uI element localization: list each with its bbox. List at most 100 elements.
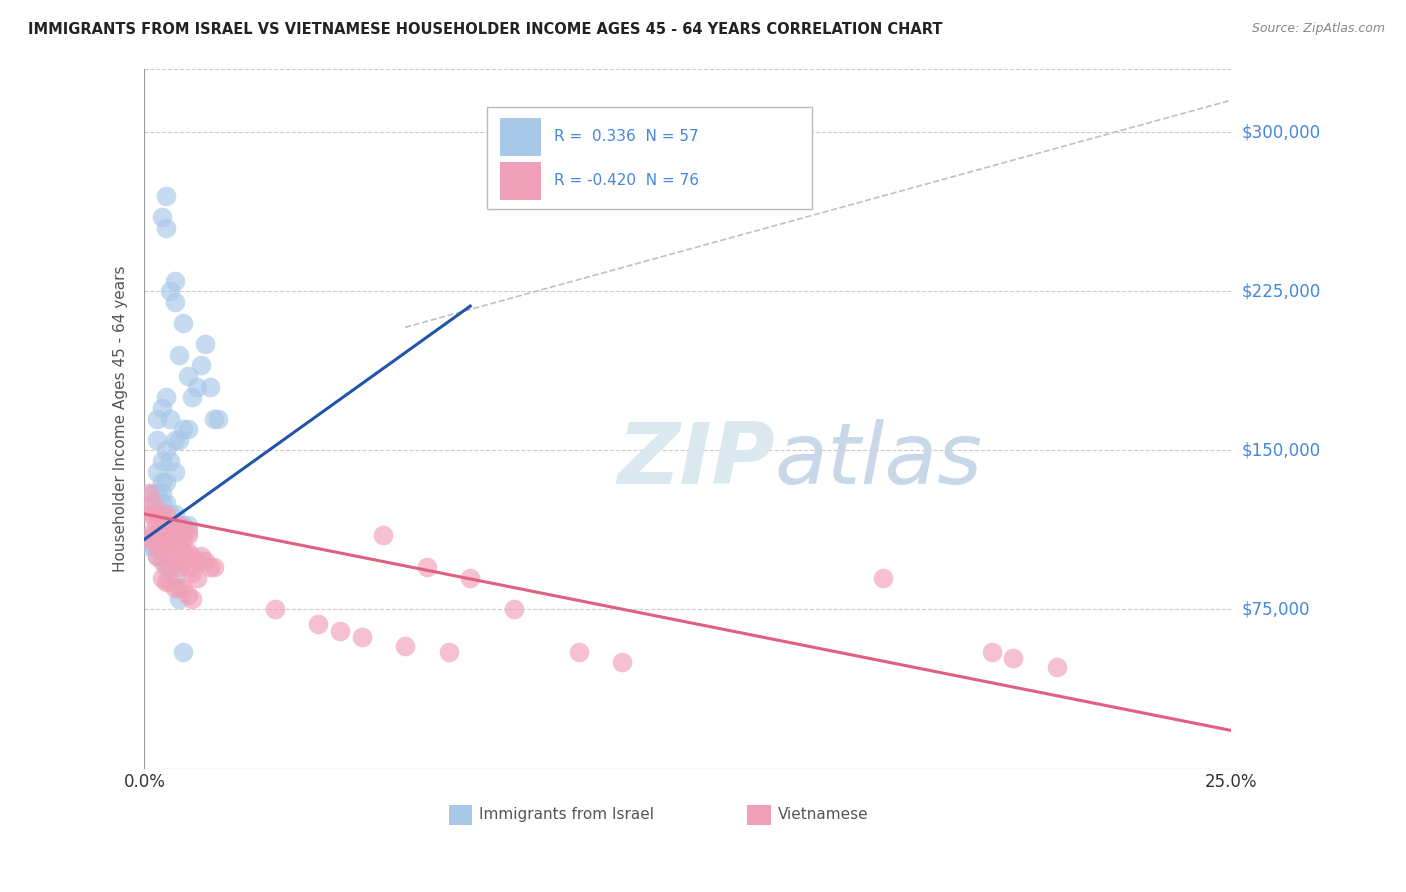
Bar xyxy=(747,805,770,824)
Point xyxy=(163,554,186,568)
Point xyxy=(155,220,177,235)
Text: atlas: atlas xyxy=(775,419,983,502)
Point xyxy=(1002,651,1025,665)
Point xyxy=(307,617,329,632)
Point xyxy=(150,475,173,490)
Point xyxy=(150,496,173,510)
Point xyxy=(146,528,169,542)
Point xyxy=(163,517,186,532)
Point xyxy=(159,507,181,521)
Point xyxy=(146,485,169,500)
Point xyxy=(159,574,181,589)
Point xyxy=(177,528,200,542)
Point xyxy=(150,533,173,547)
Point xyxy=(150,507,173,521)
Bar xyxy=(499,118,541,156)
Point xyxy=(150,517,173,532)
Text: R =  0.336  N = 57: R = 0.336 N = 57 xyxy=(554,129,699,144)
Point xyxy=(416,560,439,574)
Point xyxy=(437,645,460,659)
Point xyxy=(150,554,173,568)
Point xyxy=(150,524,173,538)
Point xyxy=(194,337,217,351)
Point xyxy=(155,390,177,404)
Point xyxy=(202,560,225,574)
Point xyxy=(155,560,177,574)
Bar xyxy=(499,161,541,200)
Point xyxy=(146,549,169,564)
Point xyxy=(329,624,352,638)
Point xyxy=(150,454,173,468)
Point xyxy=(173,524,195,538)
Text: $75,000: $75,000 xyxy=(1241,600,1310,618)
Point xyxy=(150,485,173,500)
Point xyxy=(167,517,190,532)
Bar xyxy=(449,805,472,824)
Text: Immigrants from Israel: Immigrants from Israel xyxy=(479,806,654,822)
Point xyxy=(159,528,181,542)
Text: Source: ZipAtlas.com: Source: ZipAtlas.com xyxy=(1251,22,1385,36)
Point xyxy=(159,560,181,574)
Point xyxy=(146,496,169,510)
Point xyxy=(167,517,190,532)
Point xyxy=(177,517,200,532)
Point xyxy=(167,528,190,542)
Point xyxy=(173,533,195,547)
Point xyxy=(458,571,481,585)
Point xyxy=(612,656,634,670)
Point xyxy=(181,390,204,404)
Point xyxy=(163,465,186,479)
Point xyxy=(373,528,395,542)
Point xyxy=(872,571,894,585)
Point xyxy=(159,517,181,532)
Point xyxy=(155,496,177,510)
Point xyxy=(173,422,195,436)
Point xyxy=(181,591,204,606)
Point xyxy=(142,496,165,510)
Point xyxy=(150,210,173,224)
Point xyxy=(138,539,160,553)
Point xyxy=(142,524,165,538)
Point xyxy=(150,401,173,415)
Point xyxy=(263,602,285,616)
Point xyxy=(159,454,181,468)
Text: $150,000: $150,000 xyxy=(1241,442,1320,459)
Point xyxy=(163,433,186,447)
Point xyxy=(167,348,190,362)
Point xyxy=(194,554,217,568)
Point xyxy=(142,507,165,521)
Point xyxy=(155,539,177,553)
Point xyxy=(155,528,177,542)
Point xyxy=(146,517,169,532)
Point xyxy=(177,560,200,574)
Point xyxy=(198,560,221,574)
Point xyxy=(186,380,208,394)
Point xyxy=(163,507,186,521)
Point xyxy=(142,485,165,500)
Point xyxy=(202,411,225,425)
Point xyxy=(138,507,160,521)
Point xyxy=(159,560,181,574)
Point xyxy=(163,539,186,553)
Point xyxy=(142,496,165,510)
Point xyxy=(146,549,169,564)
Point xyxy=(502,602,524,616)
Point xyxy=(155,507,177,521)
FancyBboxPatch shape xyxy=(486,107,813,209)
Text: ZIP: ZIP xyxy=(617,419,775,502)
Text: R = -0.420  N = 76: R = -0.420 N = 76 xyxy=(554,173,699,188)
Point xyxy=(177,369,200,384)
Y-axis label: Householder Income Ages 45 - 64 years: Householder Income Ages 45 - 64 years xyxy=(114,265,128,572)
Point xyxy=(142,533,165,547)
Point xyxy=(173,545,195,559)
Point xyxy=(167,591,190,606)
Point xyxy=(167,560,190,574)
Point xyxy=(568,645,591,659)
Point xyxy=(394,639,416,653)
Text: Vietnamese: Vietnamese xyxy=(778,806,869,822)
Point xyxy=(155,517,177,532)
Point xyxy=(146,539,169,553)
Point xyxy=(159,411,181,425)
Point xyxy=(150,571,173,585)
Point xyxy=(146,465,169,479)
